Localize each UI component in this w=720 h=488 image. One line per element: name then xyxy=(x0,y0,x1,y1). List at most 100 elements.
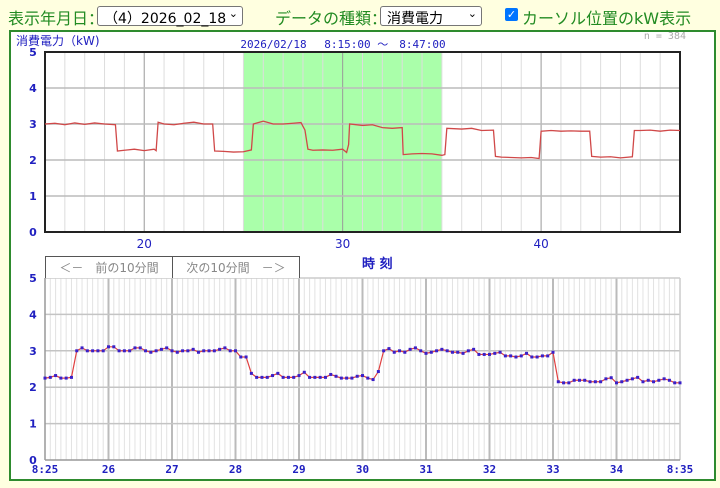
data-point xyxy=(159,347,163,351)
data-point xyxy=(96,349,100,353)
x-tick-label: 8:25 xyxy=(32,463,59,476)
data-point xyxy=(329,372,333,376)
chevron-down-icon: ⌄ xyxy=(467,7,477,20)
data-point xyxy=(281,375,285,379)
x-tick-label: 34 xyxy=(610,463,624,476)
data-point xyxy=(535,355,539,359)
cursor-kw-label: カーソル位置のkW表示 xyxy=(522,9,692,28)
data-point xyxy=(239,355,243,359)
data-point xyxy=(323,375,327,379)
y-tick-label: 0 xyxy=(29,226,37,239)
data-point xyxy=(271,374,275,378)
y-tick-label: 2 xyxy=(29,154,37,167)
data-point xyxy=(540,354,544,358)
data-point xyxy=(429,350,433,354)
x-axis-label: 時 刻 xyxy=(362,256,393,272)
next-10min-button[interactable]: 次の10分間 －＞ xyxy=(172,256,300,278)
data-point xyxy=(133,346,137,350)
data-point xyxy=(450,350,454,354)
data-point xyxy=(175,350,179,354)
data-point xyxy=(234,349,237,353)
y-tick-label: 3 xyxy=(29,345,37,358)
data-point xyxy=(472,347,476,351)
data-point xyxy=(625,378,629,382)
data-point xyxy=(308,375,312,379)
data-point xyxy=(382,349,386,353)
data-point xyxy=(228,349,232,353)
data-type-select[interactable]: 消費電力 ⌄ xyxy=(380,6,482,27)
x-tick-label: 31 xyxy=(419,463,433,476)
data-point xyxy=(630,377,634,381)
data-point xyxy=(546,354,550,358)
date-label: 表示年月日： xyxy=(8,9,105,28)
x-tick-label: 26 xyxy=(102,463,116,476)
data-point xyxy=(350,376,354,380)
data-point xyxy=(398,349,402,353)
data-point xyxy=(355,374,359,378)
data-point xyxy=(138,346,142,350)
series-line xyxy=(44,120,681,160)
chart-title: 2026/02/18 8:15:00 ～ 8:47:00 xyxy=(240,38,445,51)
data-point xyxy=(667,378,671,382)
data-point xyxy=(657,378,661,382)
prev-10min-button[interactable]: ＜－ 前の10分間 xyxy=(45,256,173,278)
data-point xyxy=(435,349,439,353)
data-point xyxy=(196,350,200,354)
y-tick-label: 1 xyxy=(29,190,37,203)
data-point xyxy=(519,354,523,358)
chevron-down-icon: ⌄ xyxy=(228,7,238,20)
x-tick-label: 32 xyxy=(483,463,496,476)
data-point xyxy=(345,376,349,380)
data-point xyxy=(218,347,222,351)
y-tick-label: 5 xyxy=(29,46,37,59)
data-point xyxy=(413,346,417,350)
data-point xyxy=(265,375,269,379)
data-point xyxy=(408,347,412,351)
data-point xyxy=(292,375,296,379)
data-point xyxy=(255,375,259,379)
data-point xyxy=(509,354,513,358)
x-tick-label: 30 xyxy=(335,237,350,251)
data-point xyxy=(503,354,507,358)
data-point xyxy=(334,374,338,378)
data-point xyxy=(551,350,555,354)
data-point xyxy=(466,349,470,353)
data-type-label: データの種類： xyxy=(275,9,388,28)
data-point xyxy=(117,349,121,353)
data-point xyxy=(181,349,185,353)
data-point xyxy=(620,380,624,384)
data-point xyxy=(361,374,364,378)
data-point xyxy=(392,350,396,354)
y-tick-label: 4 xyxy=(29,82,37,95)
data-point xyxy=(440,347,444,351)
data-point xyxy=(249,371,253,375)
data-point xyxy=(567,381,571,385)
data-point xyxy=(128,349,132,353)
cursor-kw-checkbox[interactable]: ✓ xyxy=(505,8,518,21)
y-tick-label: 2 xyxy=(29,381,37,394)
x-tick-label: 27 xyxy=(165,463,178,476)
sample-count: n = 384 xyxy=(644,31,686,42)
data-point xyxy=(54,374,58,378)
date-select-value: （4）2026_02_18 xyxy=(104,11,227,27)
x-tick-label: 29 xyxy=(292,463,305,476)
data-point xyxy=(59,376,63,380)
data-point xyxy=(461,351,465,355)
data-point xyxy=(122,349,126,353)
y-tick-label: 5 xyxy=(29,272,37,285)
date-select[interactable]: （4）2026_02_18 ⌄ xyxy=(97,6,243,27)
data-point xyxy=(583,378,587,382)
data-point xyxy=(673,381,677,385)
data-point xyxy=(75,349,79,353)
data-point xyxy=(572,378,576,382)
data-point xyxy=(403,350,407,354)
data-point xyxy=(318,375,322,379)
data-point xyxy=(202,349,206,353)
data-point xyxy=(48,375,52,379)
data-point xyxy=(376,370,380,374)
x-tick-label: 33 xyxy=(546,463,559,476)
data-point xyxy=(286,375,290,379)
data-point xyxy=(641,380,645,384)
